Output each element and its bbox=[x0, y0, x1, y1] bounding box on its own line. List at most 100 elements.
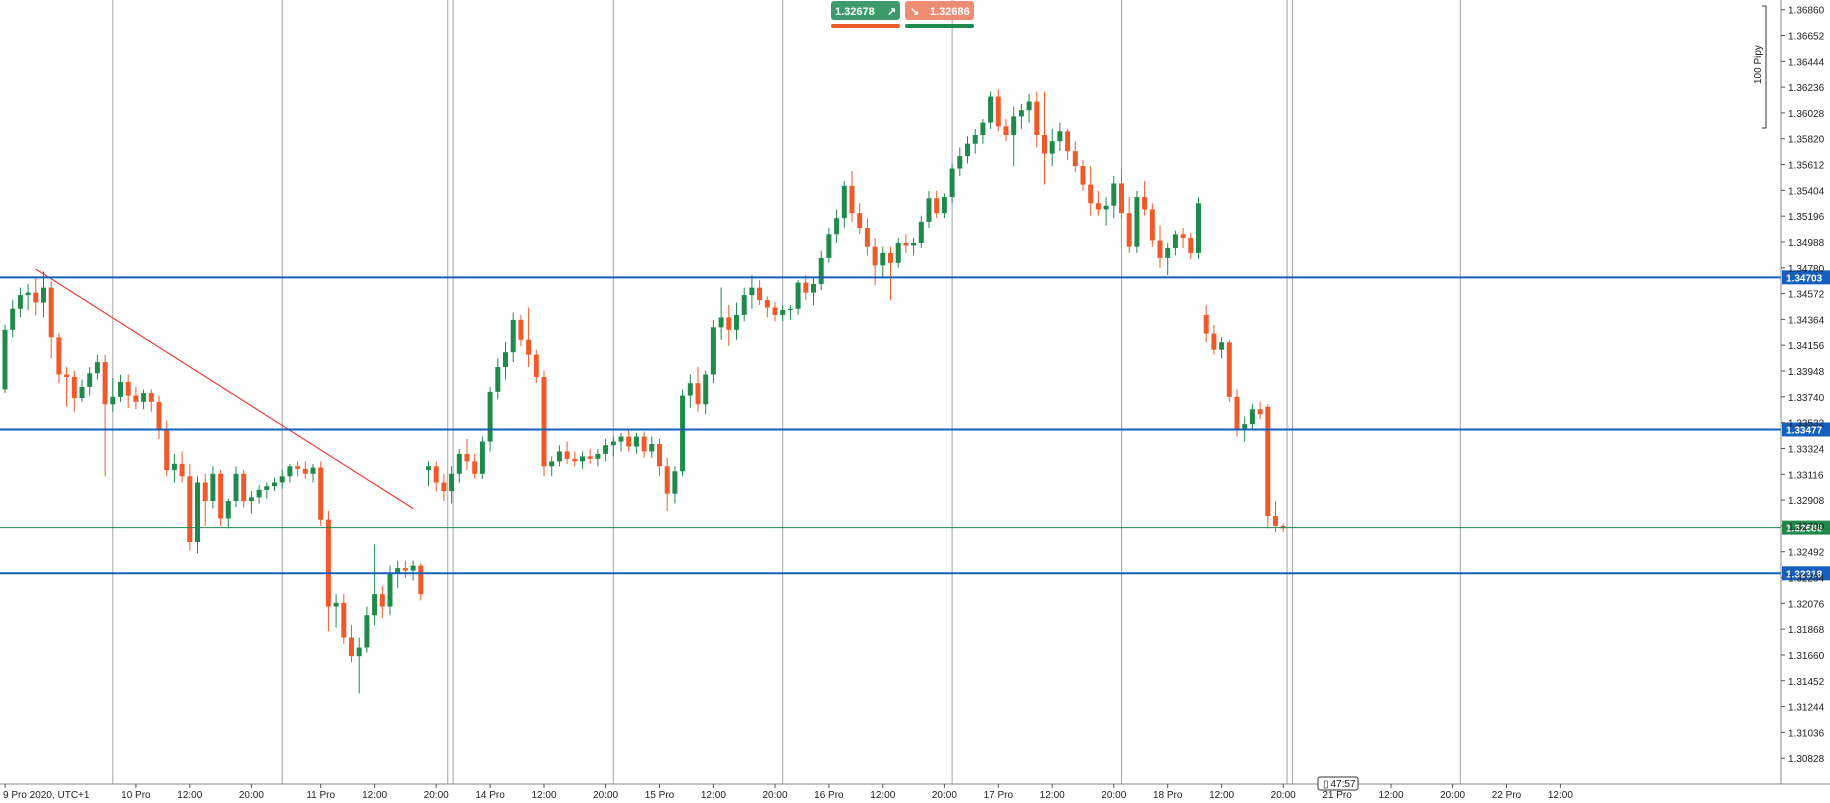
candle[interactable] bbox=[1265, 404, 1271, 529]
candle[interactable] bbox=[110, 378, 116, 412]
candle[interactable] bbox=[341, 594, 347, 644]
candle[interactable] bbox=[1095, 190, 1101, 216]
candle[interactable] bbox=[503, 342, 508, 380]
candle[interactable] bbox=[426, 461, 431, 487]
candle[interactable] bbox=[718, 287, 724, 340]
candle[interactable] bbox=[826, 228, 832, 263]
candle[interactable] bbox=[1049, 128, 1055, 167]
candle[interactable] bbox=[64, 367, 70, 407]
candle[interactable] bbox=[218, 470, 224, 526]
candle[interactable] bbox=[256, 484, 262, 504]
candle[interactable] bbox=[695, 367, 701, 412]
candle[interactable] bbox=[56, 333, 62, 384]
candle[interactable] bbox=[287, 463, 293, 483]
candle[interactable] bbox=[79, 379, 85, 402]
candle[interactable] bbox=[841, 180, 847, 229]
candle[interactable] bbox=[1196, 197, 1201, 260]
candle[interactable] bbox=[1011, 106, 1017, 167]
candle[interactable] bbox=[1273, 501, 1278, 533]
candle[interactable] bbox=[641, 431, 647, 458]
buy-quote-button[interactable]: ↘ 1.32686 bbox=[905, 1, 974, 28]
candle[interactable] bbox=[410, 560, 416, 581]
candle[interactable] bbox=[48, 281, 54, 359]
candle[interactable] bbox=[333, 594, 339, 628]
candle[interactable] bbox=[811, 277, 816, 306]
candle[interactable] bbox=[1034, 91, 1040, 148]
candle[interactable] bbox=[918, 215, 924, 248]
candle[interactable] bbox=[272, 477, 277, 492]
candle[interactable] bbox=[325, 511, 331, 632]
candle[interactable] bbox=[17, 287, 23, 318]
candle[interactable] bbox=[479, 436, 485, 479]
candle[interactable] bbox=[210, 466, 216, 509]
candle[interactable] bbox=[757, 280, 763, 306]
candle[interactable] bbox=[1103, 197, 1109, 226]
candle[interactable] bbox=[264, 482, 270, 499]
candle[interactable] bbox=[818, 250, 824, 291]
candle[interactable] bbox=[895, 238, 901, 268]
candle[interactable] bbox=[772, 302, 778, 322]
candle[interactable] bbox=[572, 451, 578, 467]
candle[interactable] bbox=[87, 367, 93, 396]
candle[interactable] bbox=[379, 585, 385, 618]
candle[interactable] bbox=[726, 305, 732, 346]
candle[interactable] bbox=[1111, 175, 1117, 219]
candle[interactable] bbox=[1057, 122, 1063, 152]
candle[interactable] bbox=[710, 319, 716, 384]
candle[interactable] bbox=[1072, 141, 1078, 173]
candle[interactable] bbox=[510, 312, 516, 363]
candle[interactable] bbox=[518, 314, 524, 346]
candle[interactable] bbox=[233, 466, 239, 508]
candle[interactable] bbox=[1180, 228, 1186, 248]
candle[interactable] bbox=[495, 358, 501, 400]
candle[interactable] bbox=[1080, 159, 1086, 191]
candle[interactable] bbox=[449, 466, 455, 504]
candle[interactable] bbox=[595, 448, 601, 467]
candle[interactable] bbox=[787, 305, 793, 320]
candle[interactable] bbox=[1026, 94, 1032, 123]
candle[interactable] bbox=[749, 275, 755, 309]
candle[interactable] bbox=[549, 456, 555, 477]
candle[interactable] bbox=[1042, 91, 1047, 185]
candle[interactable] bbox=[1065, 128, 1071, 160]
candle[interactable] bbox=[657, 439, 662, 477]
candle[interactable] bbox=[125, 374, 131, 409]
candle[interactable] bbox=[941, 193, 947, 219]
candle[interactable] bbox=[418, 563, 424, 601]
candle[interactable] bbox=[241, 470, 247, 508]
candle[interactable] bbox=[118, 374, 123, 402]
candle[interactable] bbox=[680, 389, 686, 477]
candle[interactable] bbox=[610, 436, 616, 457]
candle[interactable] bbox=[626, 430, 632, 452]
candle[interactable] bbox=[857, 203, 863, 235]
candle[interactable] bbox=[141, 389, 147, 410]
candle[interactable] bbox=[202, 473, 208, 526]
candle[interactable] bbox=[988, 91, 994, 129]
candle[interactable] bbox=[1188, 233, 1194, 260]
candle[interactable] bbox=[587, 448, 593, 464]
sell-quote-button[interactable]: 1.32678 ↗ bbox=[831, 1, 900, 28]
candle[interactable] bbox=[795, 280, 801, 315]
candle[interactable] bbox=[849, 170, 855, 222]
candle[interactable] bbox=[864, 218, 870, 256]
candle[interactable] bbox=[349, 625, 354, 663]
candle[interactable] bbox=[1172, 230, 1178, 256]
candle[interactable] bbox=[318, 461, 324, 526]
candle[interactable] bbox=[171, 453, 177, 483]
candle[interactable] bbox=[741, 287, 747, 322]
candle[interactable] bbox=[156, 395, 162, 440]
candle[interactable] bbox=[364, 606, 370, 653]
candle[interactable] bbox=[618, 432, 624, 452]
candle[interactable] bbox=[302, 461, 308, 479]
candle[interactable] bbox=[949, 163, 955, 204]
candle[interactable] bbox=[1018, 103, 1024, 129]
candle[interactable] bbox=[148, 389, 154, 412]
candle[interactable] bbox=[1203, 305, 1209, 343]
candle[interactable] bbox=[2, 324, 8, 394]
candle[interactable] bbox=[541, 370, 547, 477]
candle[interactable] bbox=[1157, 225, 1163, 268]
candle[interactable] bbox=[225, 498, 231, 529]
candle[interactable] bbox=[1088, 166, 1094, 216]
candle[interactable] bbox=[456, 448, 462, 483]
